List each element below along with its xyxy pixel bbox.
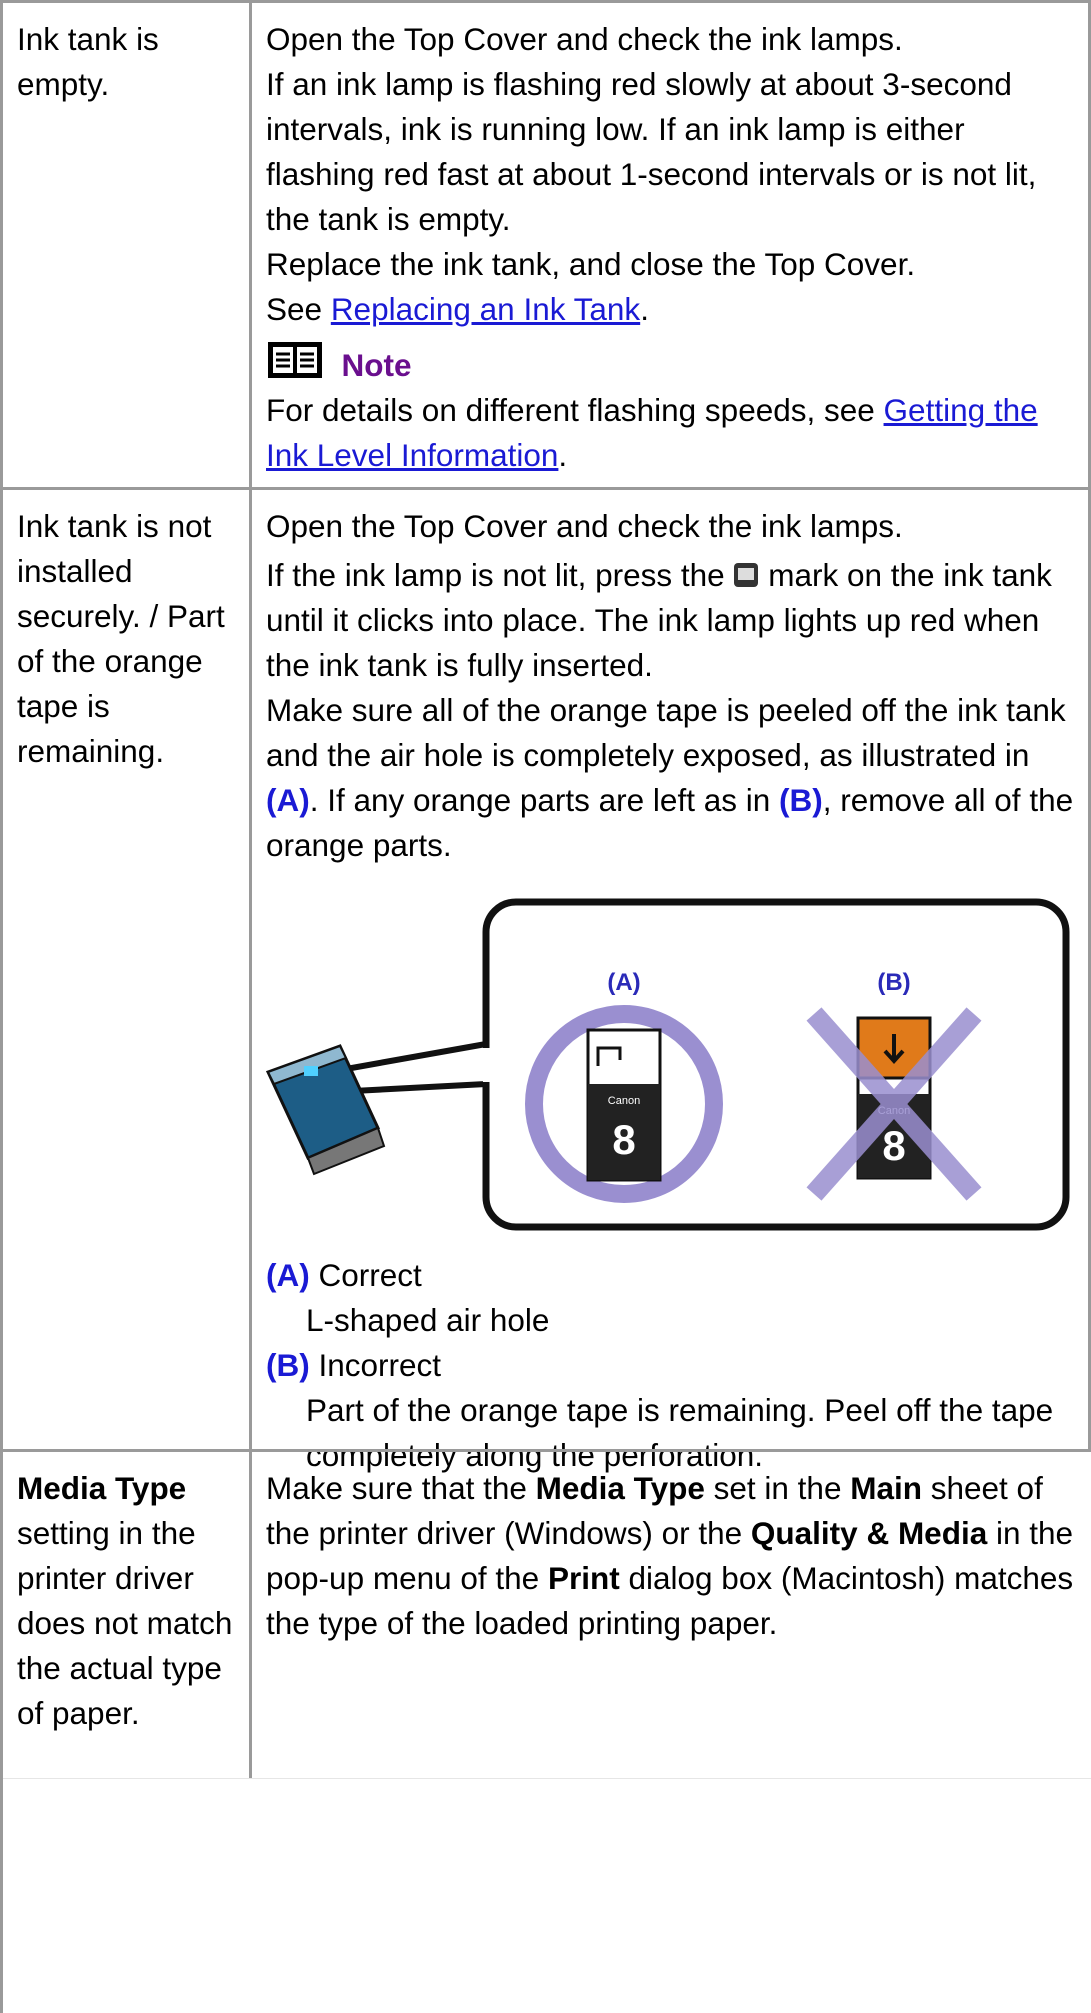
link[interactable]: Replacing an Ink Tank: [330, 291, 641, 327]
text: , remove all of the orange parts.: [266, 782, 1074, 863]
label: (A): [266, 782, 310, 818]
solution-cell: Make sure that the Media Type set in the…: [252, 1452, 1091, 1778]
text: .: [558, 437, 568, 473]
tank-number: 8: [612, 1116, 635, 1163]
text: .: [640, 291, 649, 327]
text: mark on the ink tank until it clicks int…: [266, 557, 1052, 683]
text: in the pop-up menu of the: [266, 1515, 1074, 1596]
cause-cell: Ink tank is not installed securely. / Pa…: [0, 490, 252, 1449]
text: If the ink lamp is not lit, press the: [266, 557, 734, 593]
text: Replace the ink tank, and close the Top …: [266, 246, 916, 282]
text: Print: [547, 1560, 620, 1596]
text: Make sure all of the orange tape is peel…: [266, 692, 1066, 773]
row-border: [0, 1778, 1091, 1779]
text: set in the: [704, 1470, 851, 1506]
text: For details on different flashing speeds…: [266, 392, 884, 428]
solution-cell: Open the Top Cover and check the ink lam…: [252, 3, 1091, 487]
text: L-shaped air hole: [306, 1302, 550, 1338]
text: Correct: [309, 1257, 422, 1293]
text: Media Type: [535, 1470, 705, 1506]
tank-brand: Canon: [608, 1095, 640, 1107]
label: (A): [266, 1257, 310, 1293]
push-mark-icon: [734, 563, 759, 587]
text: If an ink lamp is flashing red slowly at…: [266, 66, 1037, 237]
illustration: (A) (B) Canon 8 Canon 8: [265, 898, 1070, 1231]
solution-cell: Open the Top Cover and check the ink lam…: [252, 490, 1091, 1473]
text: Incorrect: [309, 1347, 442, 1383]
note-title: Note: [341, 347, 412, 383]
tank-number: 8: [882, 1122, 905, 1169]
note-icon: [268, 342, 322, 378]
text: (A) Correct: [266, 1253, 1080, 1298]
cause-cell: Media Type setting in the printer driver…: [0, 1452, 252, 1778]
text: If the ink lamp is not lit, press the ma…: [266, 553, 1080, 688]
link[interactable]: Getting the Ink Level Information: [266, 392, 1038, 473]
illustration-label: (B): [877, 969, 910, 996]
text: Make sure that the Media Type set in the…: [266, 1466, 1083, 1646]
text: Open the Top Cover and check the ink lam…: [266, 508, 903, 544]
cause-text: setting in the printer driver does not m…: [17, 1515, 233, 1731]
label: (B): [779, 782, 823, 818]
cause-cell: Ink tank is empty.: [0, 3, 252, 487]
text: See Replacing an Ink Tank.: [266, 287, 1080, 332]
cause-text: Ink tank is empty.: [17, 21, 159, 102]
text: (B) Incorrect: [266, 1343, 1080, 1388]
text: sheet of the printer driver (Windows) or…: [266, 1470, 1043, 1551]
text: See: [266, 291, 331, 327]
text: For details on different flashing speeds…: [266, 388, 1080, 478]
row-border: [0, 487, 1091, 490]
text: Make sure all of the orange tape is peel…: [266, 688, 1080, 868]
text: Open the Top Cover and check the ink lam…: [266, 21, 903, 57]
text: Make sure that the: [266, 1470, 536, 1506]
label: (B): [266, 1347, 310, 1383]
text: Main: [850, 1470, 922, 1506]
cartridge: [265, 1044, 386, 1176]
cause-text: Media Type: [17, 1470, 187, 1506]
row-border: [0, 0, 1091, 3]
table-edge: [0, 1778, 3, 2013]
note-heading: Note: [266, 340, 1080, 388]
text: . If any orange parts are left as in: [309, 782, 779, 818]
text: Part of the orange tape is remaining. Pe…: [306, 1392, 1054, 1473]
row-border: [0, 1449, 1091, 1452]
illustration-label: (A): [607, 969, 640, 996]
cause-text: Ink tank is not installed securely. / Pa…: [17, 508, 225, 769]
text: Quality & Media: [750, 1515, 988, 1551]
text: dialog box (Macintosh) matches the type …: [266, 1560, 1074, 1641]
